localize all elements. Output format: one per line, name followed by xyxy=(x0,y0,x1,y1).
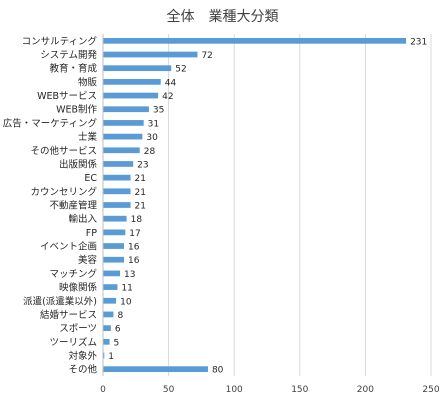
bar xyxy=(103,297,117,304)
x-tick-label: 150 xyxy=(291,385,308,395)
category-label: イベント企画 xyxy=(40,241,97,253)
category-label: FP xyxy=(86,228,97,239)
category-label: 教育・育成 xyxy=(49,63,97,75)
bar xyxy=(103,243,124,249)
value-label: 28 xyxy=(144,147,156,157)
bar xyxy=(103,215,127,222)
category-label: 士業 xyxy=(78,131,98,143)
category-label: 派遣(派遣業以外) xyxy=(23,295,97,307)
bar xyxy=(103,352,105,359)
value-label: 18 xyxy=(131,215,143,225)
category-label: 不動産管理 xyxy=(49,200,97,212)
value-label: 21 xyxy=(135,202,146,212)
bar xyxy=(103,311,114,318)
category-label: EC xyxy=(84,173,97,184)
category-label: マッチング xyxy=(49,268,97,280)
category-label: ツーリズム xyxy=(49,336,97,348)
x-tick-label: 100 xyxy=(226,385,243,395)
category-label: スポーツ xyxy=(59,324,97,335)
value-label: 80 xyxy=(212,366,224,376)
bar xyxy=(103,65,172,72)
bar xyxy=(103,256,124,263)
bar xyxy=(103,37,407,44)
value-label: 5 xyxy=(114,338,120,348)
category-label: 映像関係 xyxy=(59,282,98,294)
bar xyxy=(103,338,110,345)
value-label: 1 xyxy=(108,352,114,362)
bar xyxy=(103,202,131,208)
value-label: 231 xyxy=(410,37,427,47)
value-label: 6 xyxy=(115,325,121,335)
x-tick-label: 0 xyxy=(100,385,106,395)
bar xyxy=(103,174,131,181)
value-label: 42 xyxy=(162,92,173,102)
bar xyxy=(103,325,111,331)
bar xyxy=(103,270,121,277)
category-label: 物販 xyxy=(78,76,98,88)
category-label: 美容 xyxy=(78,254,98,266)
value-label: 21 xyxy=(135,188,146,198)
category-label: WEB制作 xyxy=(56,104,97,116)
category-label: 広告・マーケティング xyxy=(3,117,98,129)
bar xyxy=(103,188,131,195)
bar xyxy=(103,79,161,85)
bar xyxy=(103,106,149,113)
value-label: 17 xyxy=(129,229,140,239)
bar xyxy=(103,120,144,126)
x-tick-label: 250 xyxy=(422,385,439,395)
category-label: カウンセリング xyxy=(30,186,97,198)
x-tick-label: 200 xyxy=(357,385,374,395)
value-label: 52 xyxy=(175,65,186,75)
value-label: 72 xyxy=(201,51,212,61)
value-label: 30 xyxy=(146,133,158,143)
category-label: 結婚サービス xyxy=(40,309,97,321)
value-label: 13 xyxy=(124,270,135,280)
value-label: 11 xyxy=(121,284,132,294)
value-label: 16 xyxy=(128,243,140,253)
category-label: その他 xyxy=(68,364,97,376)
category-label: WEBサービス xyxy=(37,91,97,102)
bar xyxy=(103,366,208,373)
x-tick-label: 50 xyxy=(163,385,175,395)
bar xyxy=(103,51,198,58)
bar xyxy=(103,284,118,290)
category-label: コンサルティング xyxy=(22,35,98,47)
value-label: 16 xyxy=(128,256,140,266)
bar xyxy=(103,133,143,140)
value-label: 35 xyxy=(153,106,164,116)
value-label: 8 xyxy=(117,311,123,321)
value-label: 31 xyxy=(148,119,159,129)
category-label: システム開発 xyxy=(40,49,97,61)
category-label: その他サービス xyxy=(30,145,97,157)
bar xyxy=(103,147,140,154)
category-label: 輸出入 xyxy=(68,213,97,225)
category-label: 出版関係 xyxy=(59,158,98,170)
value-label: 10 xyxy=(120,297,132,307)
value-label: 23 xyxy=(137,160,148,170)
value-label: 44 xyxy=(165,78,177,88)
value-label: 21 xyxy=(135,174,146,184)
bar xyxy=(103,161,134,167)
chart-title: 全体 業種大分類 xyxy=(166,9,279,25)
bar xyxy=(103,229,126,236)
bar xyxy=(103,92,159,99)
category-label: 対象外 xyxy=(68,350,97,362)
